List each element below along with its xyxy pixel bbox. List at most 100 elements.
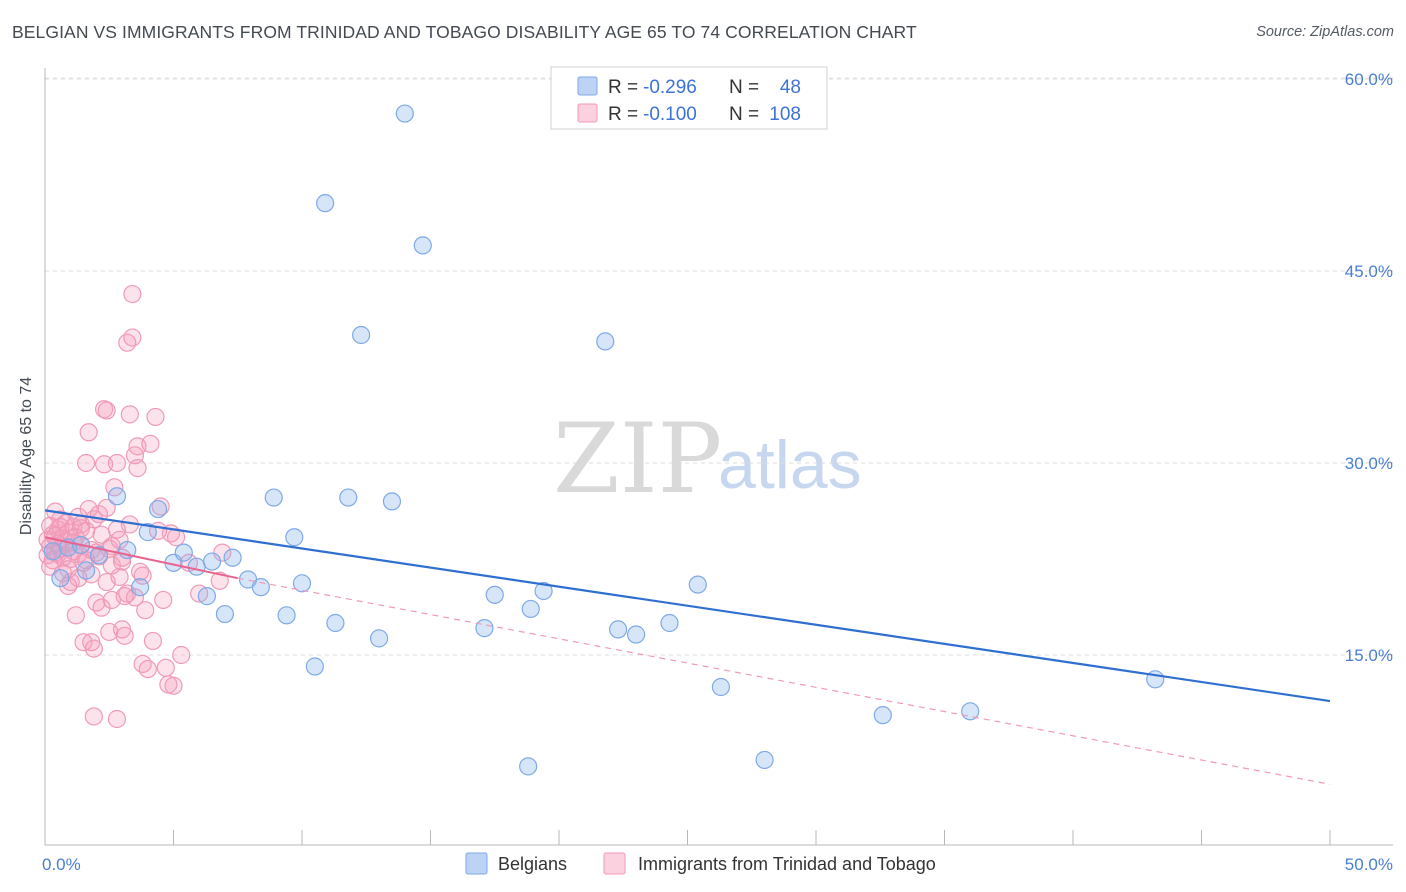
series-belgians-points-top — [43, 104, 1165, 776]
legend-swatch-belgians — [577, 76, 598, 96]
series-legend: Belgians Immigrants from Trinidad and To… — [465, 852, 936, 875]
data-point-belgians — [187, 557, 206, 576]
data-point-trinidad — [146, 407, 165, 427]
legend-r-label-1: R = — [608, 77, 638, 98]
trend-line-belgians — [44, 509, 1331, 703]
data-point-trinidad — [141, 434, 160, 453]
data-point-trinidad — [164, 676, 183, 695]
data-point-belgians — [285, 528, 304, 547]
data-point-belgians — [148, 499, 168, 519]
data-point-trinidad — [115, 587, 134, 606]
trend-lines — [44, 509, 1331, 785]
bottom-legend-swatch-trinidad — [603, 852, 626, 875]
data-point-trinidad — [151, 497, 170, 516]
data-point-belgians — [197, 587, 217, 606]
data-point-belgians — [609, 620, 628, 639]
data-point-belgians — [77, 561, 96, 580]
axes — [44, 68, 1393, 846]
data-point-belgians — [475, 619, 494, 638]
correlation-legend: R = -0.296 N = 48 R = -0.100 N = 108 — [550, 66, 828, 130]
data-point-belgians — [626, 625, 646, 644]
data-point-belgians — [107, 487, 127, 506]
data-point-belgians — [519, 757, 538, 776]
data-point-trinidad — [138, 659, 157, 679]
data-point-belgians — [138, 523, 157, 542]
data-point-trinidad — [136, 601, 155, 620]
data-point-trinidad — [213, 543, 232, 562]
data-point-belgians — [339, 488, 358, 507]
data-point-trinidad — [79, 423, 98, 442]
data-point-trinidad — [107, 453, 127, 473]
data-point-trinidad — [97, 401, 116, 420]
data-point-trinidad — [82, 633, 101, 652]
data-point-belgians — [873, 706, 892, 725]
data-point-trinidad — [172, 645, 191, 665]
x-tick-label: 50.0% — [1345, 855, 1393, 874]
data-point-trinidad — [120, 405, 139, 424]
y-tick-label: 60.0% — [1345, 70, 1393, 89]
data-point-belgians — [223, 548, 242, 567]
trend-line-trinidad-extrapolated — [237, 577, 1331, 785]
data-point-trinidad — [110, 567, 129, 587]
data-point-trinidad — [125, 446, 145, 465]
data-point-belgians — [534, 581, 553, 601]
data-point-trinidad — [87, 593, 106, 612]
data-point-belgians — [277, 606, 296, 625]
data-point-belgians — [174, 543, 193, 562]
gridlines — [45, 77, 1393, 656]
data-point-trinidad — [154, 590, 173, 610]
x-tick-label: 0.0% — [42, 855, 81, 874]
data-point-trinidad — [74, 633, 93, 652]
tick-labels: 15.0% 30.0% 45.0% 60.0% 0.0% 50.0% — [42, 70, 1393, 874]
data-point-trinidad — [41, 557, 60, 576]
y-tick-label: 30.0% — [1345, 454, 1393, 473]
chart-title: BELGIAN VS IMMIGRANTS FROM TRINIDAD AND … — [12, 22, 917, 42]
source-label: Source: ZipAtlas.com — [1256, 24, 1394, 40]
data-point-trinidad — [84, 707, 103, 726]
data-point-trinidad — [143, 631, 163, 651]
data-point-belgians — [352, 325, 371, 345]
y-tick-label: 15.0% — [1345, 646, 1393, 665]
data-point-trinidad — [115, 626, 134, 645]
y-tick-label: 45.0% — [1345, 262, 1393, 281]
data-point-belgians — [485, 585, 504, 604]
data-point-belgians — [413, 236, 432, 255]
bottom-legend-label-trinidad: Immigrants from Trinidad and Tobago — [638, 854, 936, 874]
data-point-trinidad — [107, 709, 127, 729]
legend-n-label-2: N = — [729, 104, 759, 125]
data-point-belgians — [711, 677, 731, 697]
legend-r-value-2: -0.100 — [643, 104, 697, 125]
legend-n-value-2: 108 — [769, 104, 801, 125]
legend-n-label-1: N = — [729, 77, 759, 98]
data-point-belgians — [292, 574, 312, 593]
data-point-trinidad — [77, 453, 96, 473]
bottom-legend-label-belgians: Belgians — [498, 854, 567, 874]
data-point-trinidad — [133, 654, 152, 674]
data-point-belgians — [316, 194, 335, 213]
legend-n-value-1: 48 — [780, 77, 801, 98]
y-axis-label: Disability Age 65 to 74 — [18, 377, 35, 535]
data-point-belgians — [51, 569, 70, 588]
data-point-belgians — [251, 578, 270, 597]
data-point-belgians — [326, 613, 345, 633]
data-point-belgians — [202, 552, 222, 571]
data-point-belgians — [596, 332, 615, 351]
trend-line-trinidad — [44, 536, 238, 580]
data-point-belgians — [305, 657, 324, 676]
watermark-zip: ZIP — [553, 403, 722, 515]
data-point-belgians — [395, 104, 414, 123]
data-point-trinidad — [210, 571, 229, 590]
data-point-belgians — [370, 629, 389, 648]
bottom-legend-swatch-belgians — [465, 852, 488, 875]
data-point-belgians — [688, 575, 707, 594]
data-point-trinidad — [66, 606, 85, 625]
data-point-trinidad — [71, 519, 91, 538]
watermark: ZIP atlas — [553, 403, 862, 515]
legend-swatch-trinidad — [577, 103, 598, 123]
data-point-trinidad — [123, 328, 142, 347]
data-point-belgians — [130, 578, 150, 597]
data-point-trinidad — [133, 566, 152, 585]
data-point-belgians — [660, 613, 679, 633]
data-point-belgians — [521, 599, 540, 619]
